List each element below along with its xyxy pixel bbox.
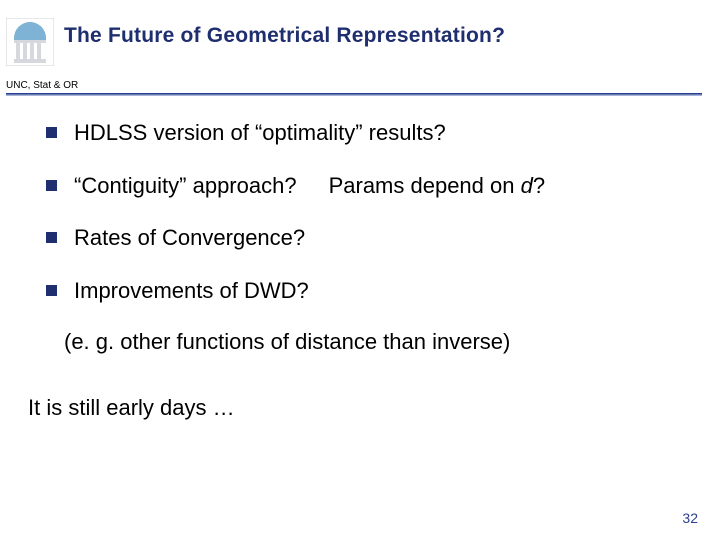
header-row: The Future of Geometrical Representation… [0, 0, 720, 66]
bullet-item: “Contiguity” approach? Params depend on d… [46, 171, 690, 201]
affiliation-text: UNC, Stat & OR [6, 80, 702, 91]
divider-section: UNC, Stat & OR [0, 80, 720, 96]
extra-italic: d [521, 173, 533, 198]
slide-number: 32 [682, 510, 698, 526]
bullet-item: Improvements of DWD? [46, 276, 690, 306]
sub-note: (e. g. other functions of distance than … [64, 329, 690, 355]
bullet-text: Rates of Convergence? [74, 225, 305, 250]
slide: The Future of Geometrical Representation… [0, 0, 720, 540]
bullet-extra: Params depend on d? [329, 171, 546, 201]
slide-title: The Future of Geometrical Representation… [64, 18, 505, 48]
bullet-text: HDLSS version of “optimality” results? [74, 120, 446, 145]
bullet-text: Improvements of DWD? [74, 278, 309, 303]
closing-text: It is still early days … [28, 395, 690, 421]
bullet-item: HDLSS version of “optimality” results? [46, 118, 690, 148]
extra-suffix: ? [533, 173, 545, 198]
bullet-list: HDLSS version of “optimality” results? “… [46, 118, 690, 306]
bullet-text: “Contiguity” approach? [74, 173, 297, 198]
extra-prefix: Params depend on [329, 173, 521, 198]
content-area: HDLSS version of “optimality” results? “… [0, 96, 720, 421]
unc-logo [6, 18, 54, 66]
bullet-item: Rates of Convergence? [46, 223, 690, 253]
